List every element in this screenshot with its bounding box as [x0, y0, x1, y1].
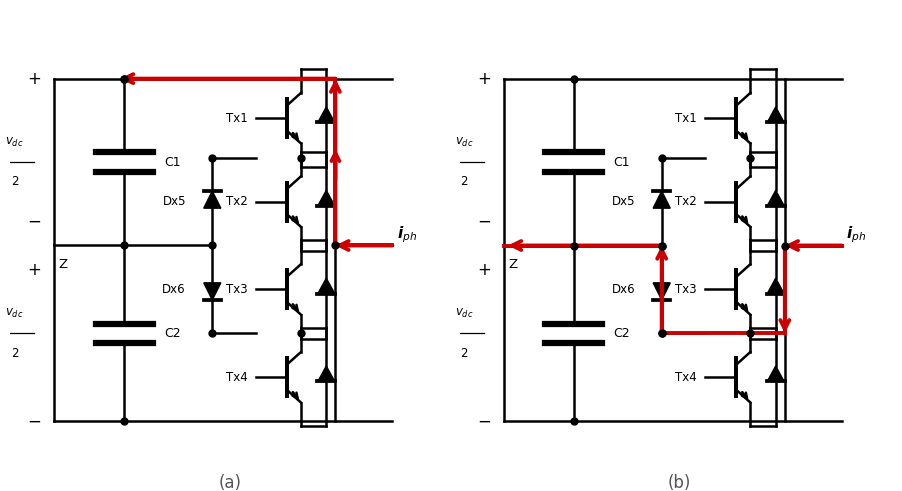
- Text: $v_{dc}$: $v_{dc}$: [5, 136, 24, 149]
- Text: Tx1: Tx1: [675, 111, 696, 125]
- Text: −: −: [27, 412, 41, 430]
- Text: Dx5: Dx5: [612, 195, 635, 208]
- Text: Tx3: Tx3: [226, 283, 247, 296]
- Polygon shape: [652, 283, 669, 300]
- Polygon shape: [767, 191, 783, 206]
- Text: $v_{dc}$: $v_{dc}$: [5, 307, 24, 320]
- Text: −: −: [476, 212, 491, 230]
- Text: +: +: [27, 70, 41, 87]
- Polygon shape: [318, 107, 335, 122]
- Text: Z: Z: [508, 258, 517, 271]
- Polygon shape: [318, 366, 335, 382]
- Polygon shape: [204, 191, 221, 208]
- Text: +: +: [476, 261, 491, 279]
- Polygon shape: [204, 283, 221, 300]
- Text: +: +: [476, 70, 491, 87]
- Text: Tx2: Tx2: [675, 195, 696, 208]
- Polygon shape: [318, 191, 335, 206]
- Text: Tx1: Tx1: [226, 111, 247, 125]
- Polygon shape: [767, 366, 783, 382]
- Text: Tx3: Tx3: [675, 283, 696, 296]
- Text: C2: C2: [612, 327, 630, 340]
- Text: 2: 2: [460, 347, 467, 359]
- Text: $\bfit{i}$$_{ph}$: $\bfit{i}$$_{ph}$: [396, 224, 417, 245]
- Text: $v_{dc}$: $v_{dc}$: [455, 136, 473, 149]
- Polygon shape: [767, 107, 783, 122]
- Text: 2: 2: [11, 347, 18, 359]
- Text: Dx5: Dx5: [162, 195, 186, 208]
- Text: Dx6: Dx6: [162, 283, 186, 296]
- Text: C1: C1: [164, 156, 180, 168]
- Text: −: −: [27, 212, 41, 230]
- Polygon shape: [652, 191, 669, 208]
- Text: (b): (b): [667, 474, 690, 491]
- Text: Dx6: Dx6: [611, 283, 635, 296]
- Text: C2: C2: [164, 327, 180, 340]
- Text: C1: C1: [612, 156, 630, 168]
- Polygon shape: [318, 278, 335, 294]
- Polygon shape: [767, 278, 783, 294]
- Text: −: −: [476, 412, 491, 430]
- Text: Tx4: Tx4: [675, 371, 696, 384]
- Text: Tx2: Tx2: [226, 195, 247, 208]
- Text: (a): (a): [218, 474, 241, 491]
- Text: 2: 2: [11, 175, 18, 188]
- Text: $\bfit{i}$$_{ph}$: $\bfit{i}$$_{ph}$: [845, 224, 865, 245]
- Text: 2: 2: [460, 175, 467, 188]
- Text: +: +: [27, 261, 41, 279]
- Text: Tx4: Tx4: [226, 371, 247, 384]
- Text: $v_{dc}$: $v_{dc}$: [455, 307, 473, 320]
- Text: Z: Z: [59, 258, 68, 271]
